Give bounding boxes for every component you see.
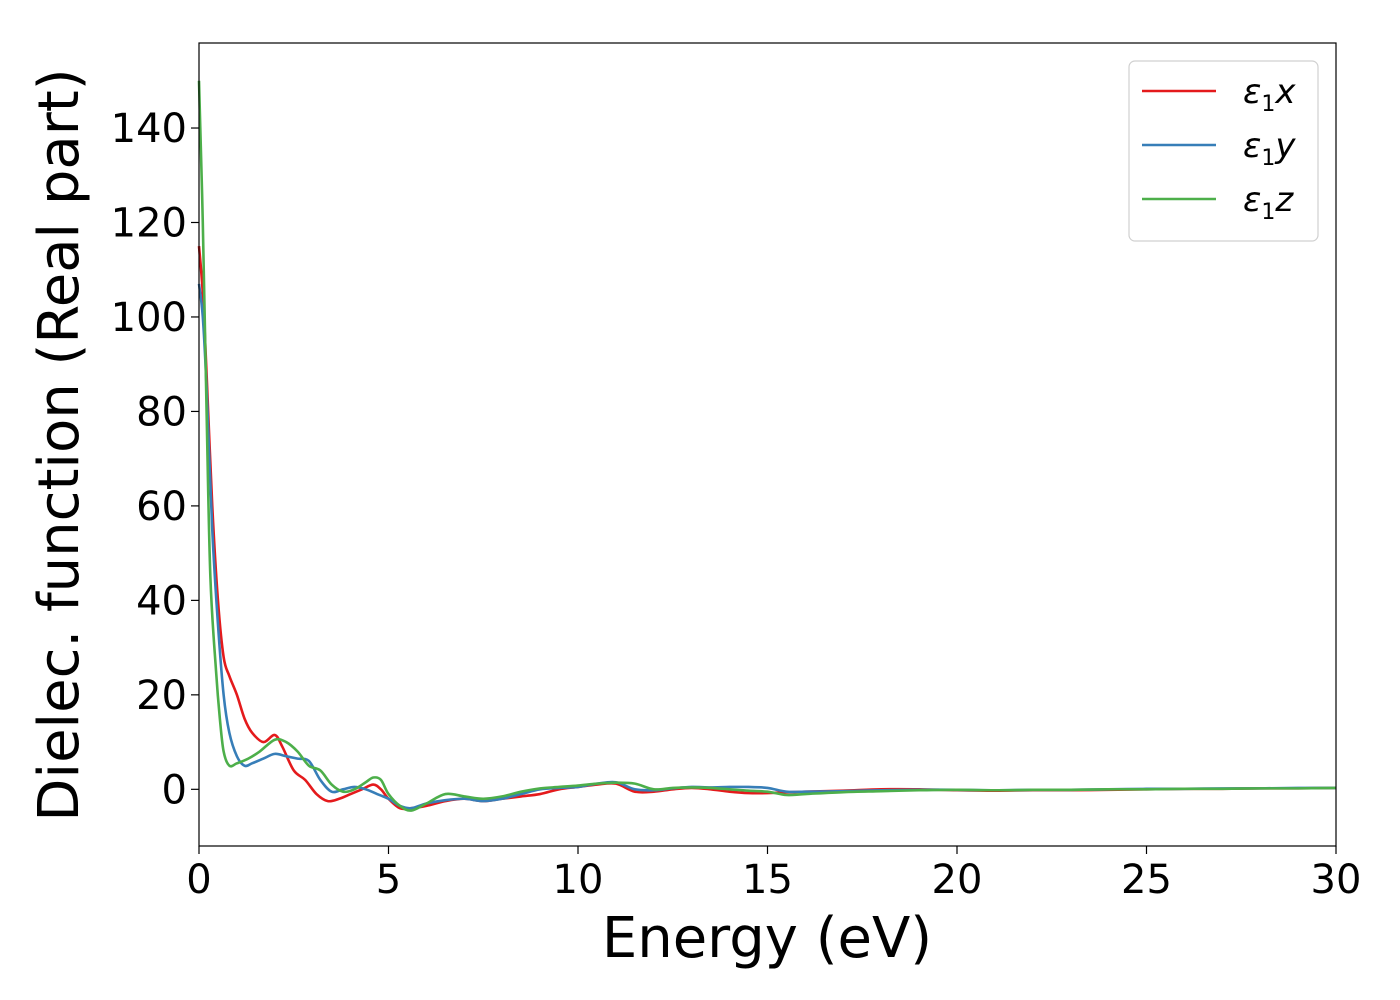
y-tick-label: 20 — [136, 673, 187, 719]
legend: ε1x ε1y ε1z — [1128, 60, 1319, 242]
x-tick-label: 15 — [742, 857, 793, 903]
legend-label-x: ε1x — [1243, 72, 1296, 117]
y-tick-label: 40 — [136, 578, 187, 624]
y-tick-label: 120 — [111, 200, 187, 246]
x-tick-label: 0 — [186, 857, 211, 903]
y-tick-label: 0 — [162, 767, 187, 813]
series-line-z — [197, 80, 1337, 812]
x-ticks: 0 5 10 15 20 25 30 — [186, 846, 1361, 903]
legend-box — [1128, 60, 1319, 242]
y-tick-label: 140 — [111, 106, 187, 152]
series-layer — [197, 80, 1337, 812]
y-ticks: 0 20 40 60 80 100 120 140 — [111, 106, 199, 813]
x-axis-title: Energy (eV) — [602, 906, 932, 971]
x-tick-label: 20 — [932, 857, 983, 903]
legend-label-z: ε1z — [1243, 180, 1294, 225]
x-tick-label: 10 — [553, 857, 604, 903]
y-tick-label: 80 — [136, 389, 187, 435]
x-tick-label: 25 — [1121, 857, 1172, 903]
y-axis-title: Dielec. function (Real part) — [27, 68, 92, 821]
x-tick-label: 5 — [376, 857, 401, 903]
legend-label-y: ε1y — [1243, 126, 1296, 171]
y-tick-label: 60 — [136, 484, 187, 530]
x-tick-label: 30 — [1311, 857, 1362, 903]
y-tick-label: 100 — [111, 295, 187, 341]
